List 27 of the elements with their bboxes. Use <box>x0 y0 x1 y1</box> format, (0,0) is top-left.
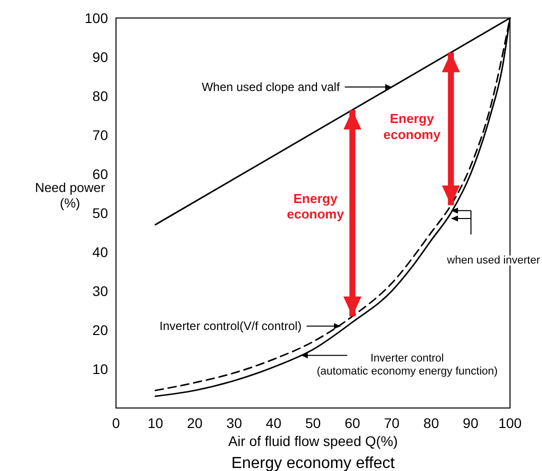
y-tick-label: 30 <box>92 283 108 299</box>
x-tick-label: 0 <box>112 415 120 431</box>
y-tick-label: 40 <box>92 244 108 260</box>
y-tick-label: 10 <box>92 361 108 377</box>
x-tick-label: 80 <box>423 415 440 431</box>
x-tick-label: 30 <box>226 415 242 431</box>
x-tick-label: 60 <box>344 415 360 431</box>
x-tick-label: 50 <box>305 415 321 431</box>
annotation: Energy economy <box>383 111 442 142</box>
annotation: Inverter control(V/f control) <box>160 319 302 334</box>
x-tick-label: 20 <box>187 415 203 431</box>
x-tick-label: 100 <box>498 415 522 431</box>
y-tick-label: 80 <box>92 88 108 104</box>
y-tick-label: 100 <box>84 10 108 26</box>
x-axis-title: Air of fluid flow speed Q(%) <box>228 433 398 449</box>
annotation: Inverter control (automatic economy energy function) <box>316 352 498 378</box>
x-tick-label: 10 <box>148 415 164 431</box>
y-tick-label: 70 <box>92 127 108 143</box>
x-tick-label: 40 <box>266 415 282 431</box>
y-tick-label: 60 <box>92 166 108 182</box>
text: Energy economy effect <box>231 455 396 471</box>
x-tick-label: 70 <box>384 415 400 431</box>
y-tick-label: 20 <box>92 322 108 338</box>
annotation: Energy economy <box>286 191 345 222</box>
annotation: When used clope and valf <box>202 80 340 94</box>
y-tick-label: 90 <box>92 49 108 65</box>
x-tick-label: 90 <box>462 415 479 431</box>
